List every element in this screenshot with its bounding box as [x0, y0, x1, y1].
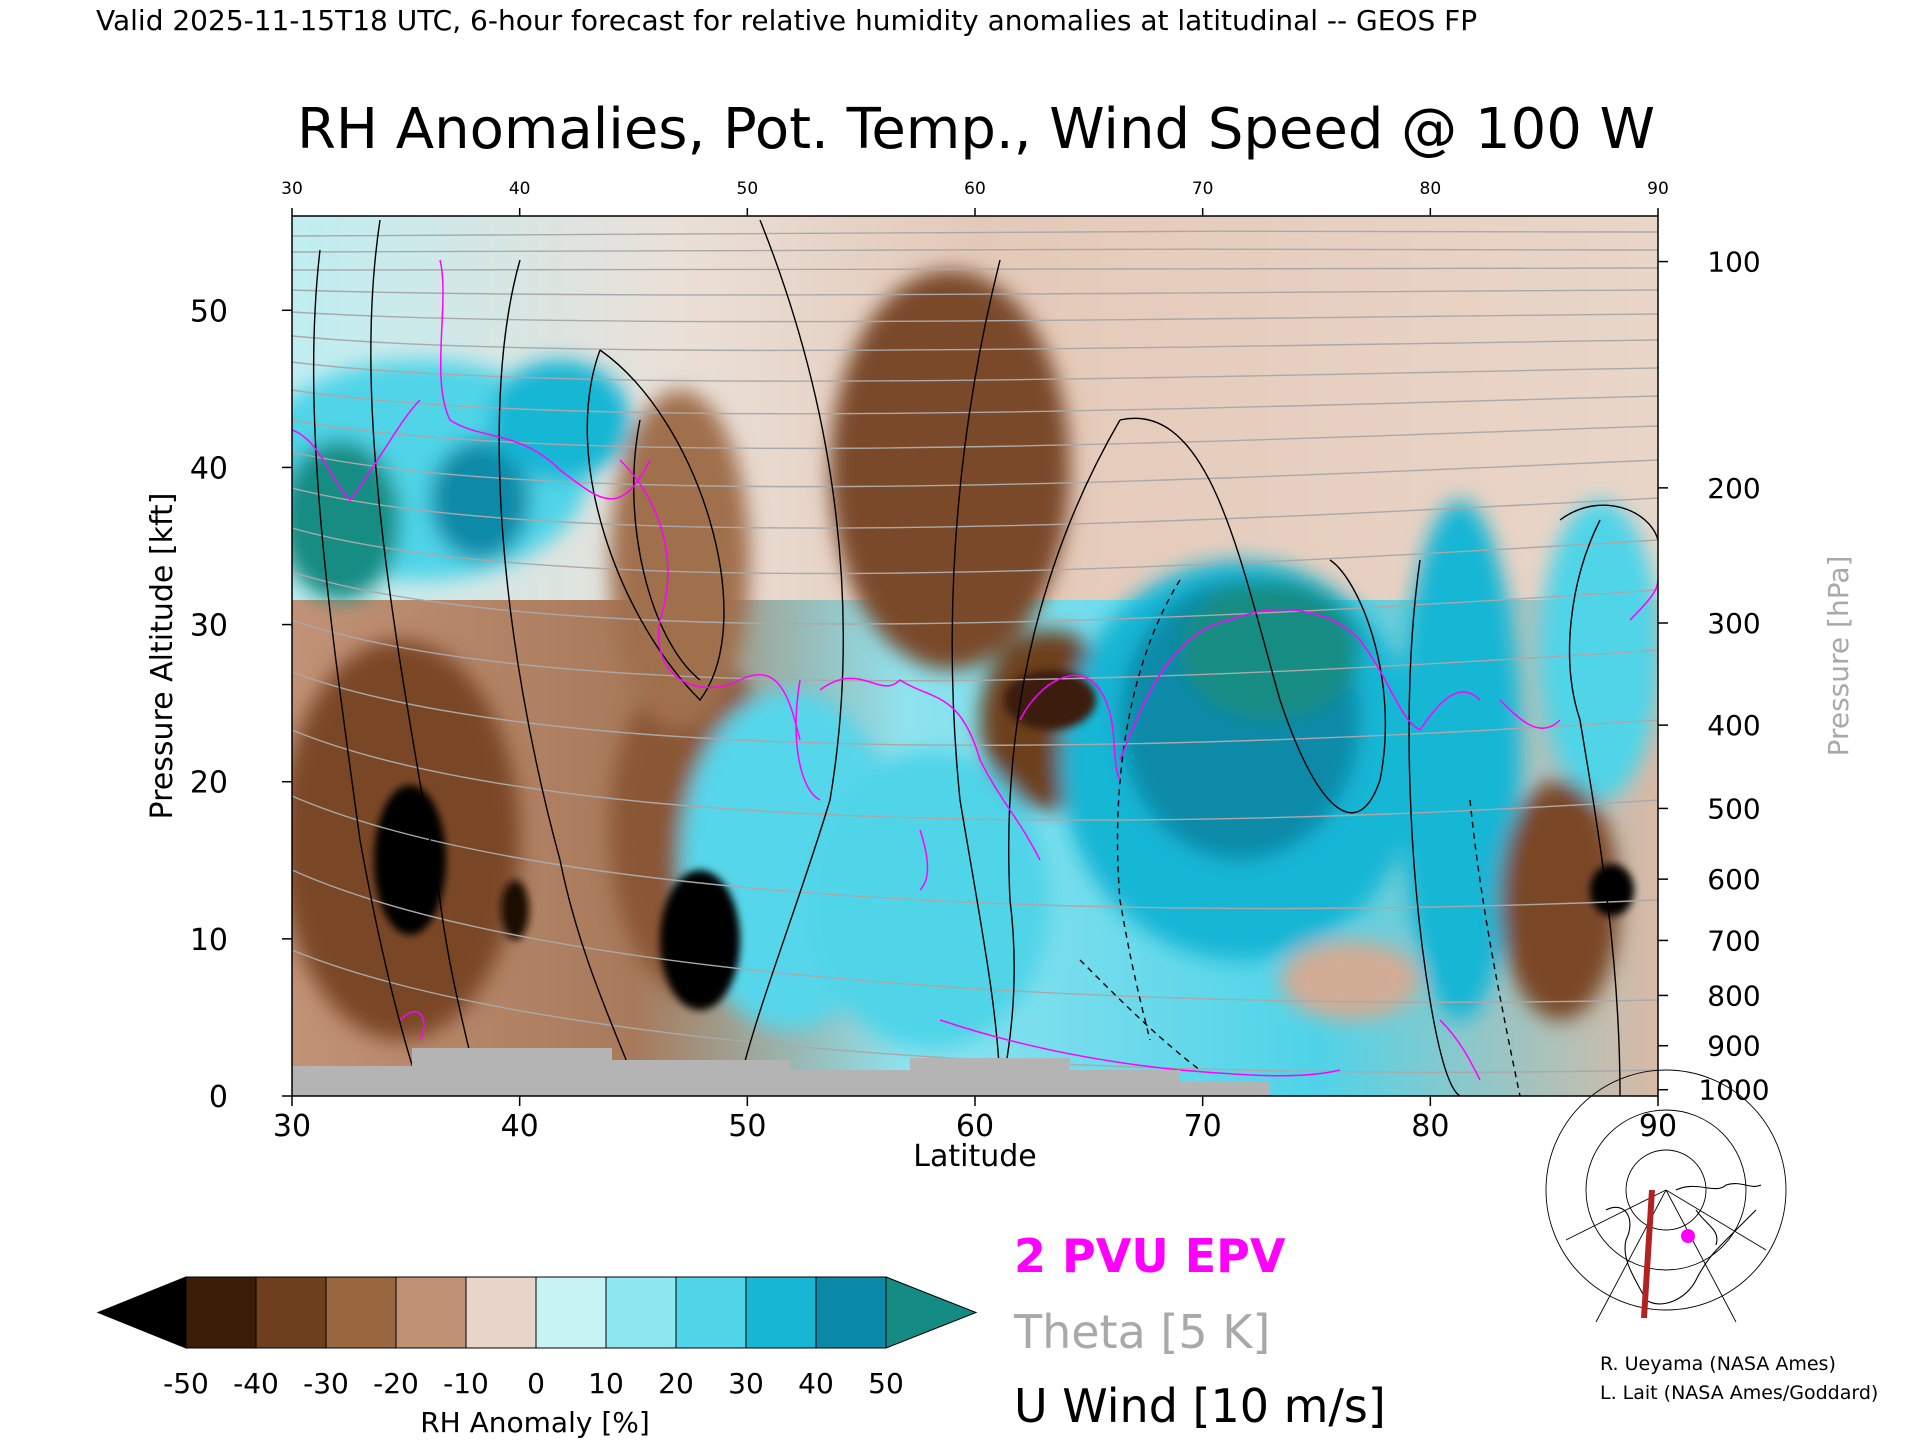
pressure-tick-label: 900 [1707, 1030, 1760, 1063]
y-axis-right-label: Pressure [hPa] [1822, 556, 1855, 757]
polar-map-icon [1545, 1069, 1787, 1323]
pressure-tick-label: 800 [1707, 979, 1760, 1012]
x-tick-label: 30 [273, 1109, 311, 1144]
colorbar-box [185, 1276, 257, 1349]
colorbar-box [465, 1276, 537, 1349]
x-tick-label: 50 [728, 1109, 766, 1144]
theta-contours [292, 230, 1658, 1073]
valid-line: Valid 2025-11-15T18 UTC, 6-hour forecast… [96, 4, 1477, 37]
colorbar: -50 -40 -30 -20 -10 0 10 20 30 40 50 [96, 1276, 978, 1400]
pressure-tick-label: 700 [1707, 924, 1760, 957]
chart-title: RH Anomalies, Pot. Temp., Wind Speed @ 1… [297, 97, 1655, 162]
colorbar-tick-label: -20 [373, 1367, 419, 1400]
x-tick-label: 70 [1184, 1109, 1222, 1144]
colorbar-box [325, 1276, 397, 1349]
y-tick-label: 40 [190, 451, 228, 486]
colorbar-tick-label: -50 [163, 1367, 209, 1400]
x-tick-label: 80 [1411, 1109, 1449, 1144]
legend-epv: 2 PVU EPV [1014, 1229, 1286, 1283]
terrain [292, 1048, 1270, 1096]
credit-line-2: L. Lait (NASA Ames/Goddard) [1600, 1382, 1878, 1404]
colorbar-box [605, 1276, 677, 1349]
x-tick-label: 90 [1639, 1109, 1677, 1144]
x-top-tick-label: 30 [281, 179, 303, 199]
y-axis-left: 0 10 20 30 40 50 [190, 294, 292, 1115]
x-top-tick-label: 60 [964, 179, 986, 199]
pressure-tick-label: 300 [1707, 607, 1760, 640]
x-axis-bottom: 30 40 50 60 70 80 90 [273, 1096, 1677, 1144]
colorbar-box [675, 1276, 747, 1349]
x-top-tick-label: 40 [509, 179, 531, 199]
pressure-tick-label: 600 [1707, 863, 1760, 896]
colorbar-tick-label: 40 [798, 1367, 834, 1400]
x-top-tick-label: 50 [737, 179, 759, 199]
legend-wind: U Wind [10 m/s] [1014, 1379, 1386, 1433]
colorbar-label: RH Anomaly [%] [420, 1406, 650, 1439]
colorbar-tick-label: 20 [658, 1367, 694, 1400]
epv-contours [292, 259, 1658, 1081]
y-axis-right: 100 200 300 400 500 600 700 800 900 1000 [1658, 246, 1770, 1107]
y-tick-label: 50 [190, 294, 228, 329]
colorbar-tick-label: -40 [233, 1367, 279, 1400]
x-axis-top: 30 40 50 60 70 80 90 [281, 179, 1669, 216]
legend-theta: Theta [5 K] [1013, 1305, 1270, 1359]
pressure-tick-label: 200 [1707, 472, 1760, 505]
x-top-tick-label: 70 [1192, 179, 1214, 199]
pressure-tick-label: 1000 [1698, 1074, 1769, 1107]
y-tick-label: 30 [190, 609, 228, 644]
x-tick-label: 60 [956, 1109, 994, 1144]
section-line [1641, 1189, 1655, 1319]
colorbar-box [255, 1276, 327, 1349]
colorbar-box [745, 1276, 817, 1349]
pressure-tick-label: 100 [1707, 246, 1760, 279]
colorbar-tick-label: 50 [868, 1367, 904, 1400]
pressure-tick-label: 400 [1707, 709, 1760, 742]
colorbar-tick-label: 0 [527, 1367, 545, 1400]
y-tick-label: 0 [209, 1080, 228, 1115]
wind-contours [312, 219, 1658, 1096]
colorbar-box [815, 1276, 887, 1349]
x-axis-label: Latitude [913, 1139, 1036, 1174]
y-axis-left-label: Pressure Altitude [kft] [145, 493, 180, 820]
credit-line-1: R. Ueyama (NASA Ames) [1600, 1353, 1836, 1375]
y-tick-label: 20 [190, 766, 228, 801]
rh-anomaly-field [292, 216, 1658, 1096]
colorbar-tick-label: 10 [588, 1367, 624, 1400]
colorbar-tick-label: -10 [443, 1367, 489, 1400]
x-top-tick-label: 80 [1420, 179, 1442, 199]
colorbar-box [535, 1276, 607, 1349]
pressure-tick-label: 500 [1707, 792, 1760, 825]
location-marker [1681, 1229, 1695, 1243]
x-top-tick-label: 90 [1647, 179, 1669, 199]
colorbar-box [395, 1276, 467, 1349]
colorbar-tick-label: 30 [728, 1367, 764, 1400]
y-tick-label: 10 [190, 923, 228, 958]
colorbar-tick-label: -30 [303, 1367, 349, 1400]
x-tick-label: 40 [501, 1109, 539, 1144]
colorbar-arrow-min [96, 1276, 187, 1349]
colorbar-arrow-max [885, 1276, 978, 1349]
